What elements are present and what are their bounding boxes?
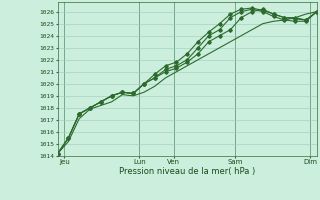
X-axis label: Pression niveau de la mer( hPa ): Pression niveau de la mer( hPa ) [119, 167, 255, 176]
